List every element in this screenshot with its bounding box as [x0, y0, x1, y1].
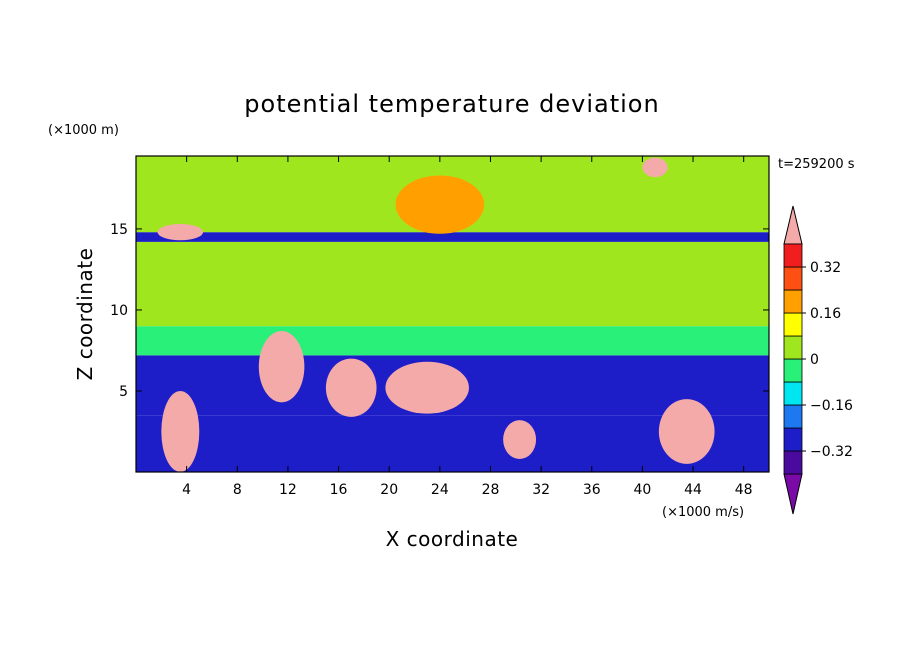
colorbar: 0.32 0.16 0 −0.16 −0.32 [783, 205, 853, 515]
colorbar-swatch [783, 404, 803, 429]
colorbar-under-triangle [783, 473, 803, 515]
x-tick-label: 4 [182, 482, 191, 498]
plot-area [136, 156, 769, 472]
field-blob-6 [161, 390, 200, 472]
x-tick-label: 44 [684, 482, 702, 498]
colorbar-label: −0.32 [810, 444, 853, 460]
colorbar-swatch [783, 289, 803, 314]
field-blob-10 [503, 420, 537, 460]
colorbar-swatch [783, 427, 803, 452]
x-tick-label: 8 [233, 482, 242, 498]
x-axis-label: X coordinate [386, 527, 519, 551]
colorbar-label: 0 [810, 352, 819, 368]
field-blob-9 [385, 361, 469, 414]
x-tick-label: 40 [633, 482, 651, 498]
x-tick-label: 36 [583, 482, 601, 498]
colorbar-label: 0.32 [810, 260, 841, 276]
x-tick-label: 16 [330, 482, 348, 498]
field-band-2 [136, 326, 769, 356]
field-blob-7 [258, 331, 305, 403]
x-tick-label: 32 [532, 482, 550, 498]
x-tick-label: 28 [482, 482, 500, 498]
y-axis: 5 10 15 [110, 222, 769, 400]
colorbar-over-triangle [783, 205, 803, 245]
field-band-3 [136, 241, 769, 327]
colorbar-swatch [783, 381, 803, 406]
colorbar-swatch [783, 266, 803, 291]
colorbar-swatch [783, 312, 803, 337]
y-tick-label: 10 [110, 303, 128, 319]
chart-title: potential temperature deviation [244, 90, 659, 118]
y-unit-label: (×1000 m) [48, 123, 119, 138]
plot-frame [135, 155, 770, 473]
field-blob-8 [325, 358, 377, 417]
y-tick-label: 5 [119, 384, 128, 400]
x-tick-label: 20 [380, 482, 398, 498]
colorbar-swatch [783, 450, 803, 475]
x-tick-label: 48 [735, 482, 753, 498]
y-tick-label: 15 [110, 222, 128, 238]
time-label: t=259200 s [778, 157, 855, 172]
x-unit-label: (×1000 m/s) [662, 505, 744, 520]
y-axis-label: Z coordinate [73, 248, 97, 381]
field-band-4 [136, 232, 769, 242]
colorbar-label: −0.16 [810, 398, 853, 414]
field-blob-13 [642, 157, 668, 178]
field-blob-14 [395, 175, 485, 234]
x-axis: 4 8 12 16 20 24 28 32 36 40 44 48 [182, 156, 753, 498]
field-blob-11 [658, 399, 715, 464]
field-blob-12 [157, 224, 204, 241]
x-tick-label: 24 [431, 482, 449, 498]
colorbar-swatch [783, 358, 803, 383]
colorbar-swatch [783, 335, 803, 360]
x-tick-label: 12 [279, 482, 297, 498]
colorbar-swatch [783, 243, 803, 268]
colorbar-label: 0.16 [810, 306, 841, 322]
